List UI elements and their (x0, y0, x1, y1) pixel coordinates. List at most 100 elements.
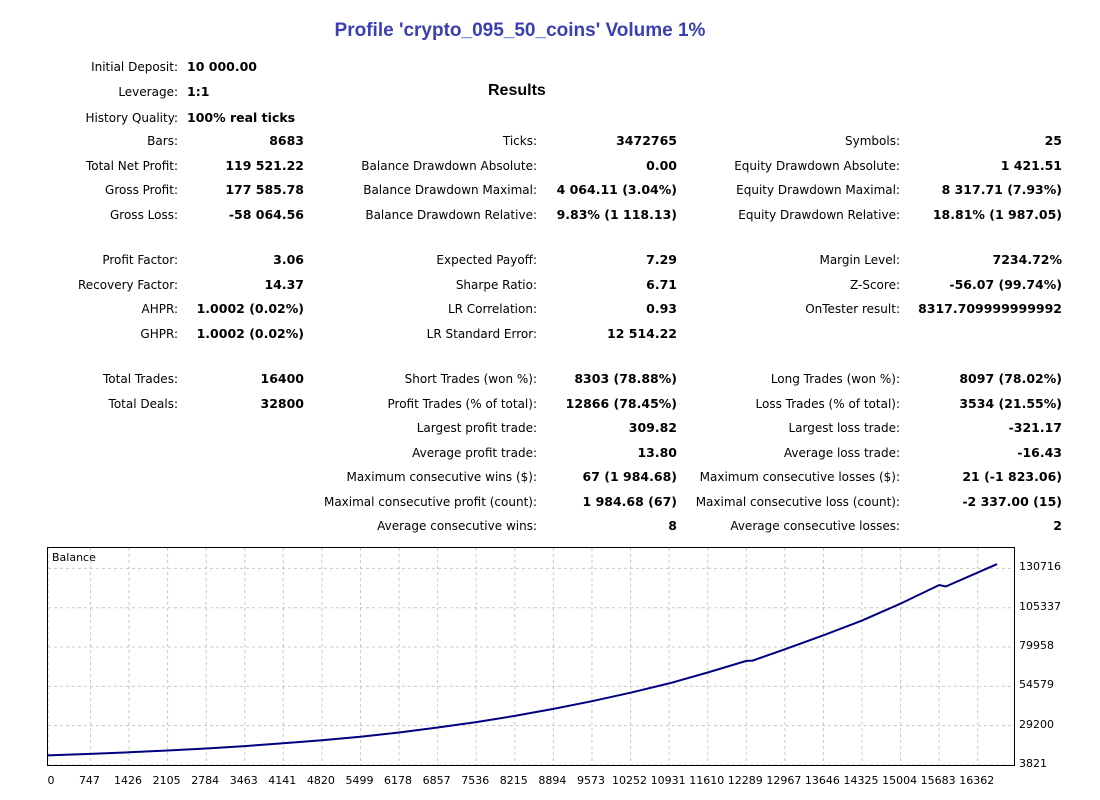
report-title: Profile 'crypto_095_50_coins' Volume 1% (334, 20, 706, 41)
col1-value: 119 521.22 (225, 158, 304, 173)
col1-label: AHPR: (141, 302, 178, 316)
col1-label: Recovery Factor: (77, 278, 178, 292)
col3-value: -16.43 (1017, 445, 1062, 460)
results-heading: Results (488, 82, 546, 99)
x-tick-label: 10252 (612, 774, 648, 787)
header_rows-value: 10 000.00 (187, 59, 257, 74)
col2-label: LR Standard Error: (426, 327, 537, 341)
col2-label: Balance Drawdown Relative: (365, 208, 537, 222)
col1-value: 3.06 (273, 252, 304, 267)
x-tick-label: 12967 (766, 774, 802, 787)
col2-label: Short Trades (won %): (404, 372, 537, 386)
col3-value: -321.17 (1008, 420, 1062, 435)
y-tick-label: 29200 (1019, 717, 1054, 731)
x-tick-label: 14325 (843, 774, 879, 787)
y-tick-label: 130716 (1019, 560, 1061, 574)
col3-label: Loss Trades (% of total): (755, 397, 901, 411)
col1-label: Gross Loss: (110, 208, 178, 222)
col3-label: Long Trades (won %): (770, 372, 900, 386)
col3-label: Equity Drawdown Relative: (738, 208, 900, 222)
x-tick-label: 3463 (229, 774, 258, 787)
col1-value: 16400 (260, 371, 305, 386)
col3-label: Equity Drawdown Absolute: (734, 159, 900, 173)
col2-value: 309.82 (628, 420, 677, 435)
y-tick-label: 105337 (1019, 599, 1061, 613)
col3-value: 2 (1053, 518, 1062, 533)
col1-label: Total Trades: (103, 372, 178, 386)
col2-value: 13.80 (637, 445, 677, 460)
col2-value: 67 (1 984.68) (582, 469, 677, 484)
header_rows-label: History Quality: (85, 111, 178, 125)
col2-value: 6.71 (646, 277, 677, 292)
col3-value: 7234.72% (992, 252, 1062, 267)
col3-label: Margin Level: (819, 253, 900, 267)
col1-label: Profit Factor: (102, 253, 178, 267)
col2-label: Balance Drawdown Absolute: (361, 159, 537, 173)
x-tick-label: 8215 (499, 774, 528, 787)
col2-value: 8 (668, 518, 677, 533)
col2-label: Largest profit trade: (416, 421, 537, 435)
col1-label: GHPR: (140, 327, 178, 341)
col2-label: Maximal consecutive profit (count): (323, 495, 537, 509)
x-tick-label: 4141 (268, 774, 297, 787)
header_rows-value: 100% real ticks (187, 110, 296, 125)
x-tick-label: 12289 (727, 774, 763, 787)
col2-value: 4 064.11 (3.04%) (556, 182, 677, 197)
x-tick-label: 15004 (882, 774, 918, 787)
x-tick-label: 2784 (191, 774, 220, 787)
col3-value: 21 (-1 823.06) (962, 469, 1062, 484)
col2-label: LR Correlation: (447, 302, 537, 316)
chart-title: Balance (52, 551, 96, 564)
col1-value: 1.0002 (0.02%) (196, 326, 304, 341)
col2-value: 1 984.68 (67) (582, 494, 677, 509)
col2-value: 3472765 (616, 133, 677, 148)
x-tick-label: 6857 (422, 774, 451, 787)
col1-label: Total Net Profit: (85, 159, 178, 173)
col3-label: Maximal consecutive loss (count): (695, 495, 900, 509)
col3-value: 8097 (78.02%) (959, 371, 1062, 386)
col1-value: 14.37 (264, 277, 304, 292)
col2-label: Expected Payoff: (436, 253, 537, 267)
x-tick-label: 13646 (804, 774, 840, 787)
col1-label: Gross Profit: (105, 183, 178, 197)
x-tick-label: 1426 (114, 774, 143, 787)
col2-value: 0.93 (646, 301, 677, 316)
col3-value: 8 317.71 (7.93%) (941, 182, 1062, 197)
col2-label: Profit Trades (% of total): (387, 397, 537, 411)
col3-value: -2 337.00 (15) (962, 494, 1062, 509)
col2-label: Balance Drawdown Maximal: (363, 183, 537, 197)
col3-value: -56.07 (99.74%) (949, 277, 1062, 292)
col2-label: Sharpe Ratio: (455, 278, 537, 292)
col2-label: Average consecutive wins: (377, 519, 537, 533)
y-tick-label: 3821 (1019, 757, 1047, 770)
col3-value: 8317.709999999992 (918, 301, 1062, 316)
x-tick-label: 9573 (576, 774, 605, 787)
col3-label: Maximum consecutive losses ($): (699, 470, 900, 484)
x-tick-label: 10931 (650, 774, 686, 787)
col1-value: 32800 (260, 396, 305, 411)
col3-value: 1 421.51 (1000, 158, 1062, 173)
col1-label: Total Deals: (108, 397, 178, 411)
col1-value: 1.0002 (0.02%) (196, 301, 304, 316)
col3-label: Z-Score: (850, 278, 900, 292)
col2-value: 0.00 (646, 158, 677, 173)
x-tick-label: 16362 (959, 774, 995, 787)
x-tick-label: 11610 (689, 774, 725, 787)
col1-value: 177 585.78 (225, 182, 304, 197)
header_rows-value: 1:1 (187, 84, 210, 99)
col3-value: 18.81% (1 987.05) (932, 207, 1062, 222)
col3-value: 25 (1044, 133, 1062, 148)
x-tick-label: 15683 (920, 774, 956, 787)
x-tick-label: 0 (47, 774, 55, 787)
y-tick-label: 54579 (1019, 678, 1054, 692)
header_rows-label: Initial Deposit: (91, 60, 178, 74)
x-tick-label: 747 (78, 774, 100, 787)
col3-label: OnTester result: (805, 302, 900, 316)
balance-chart: Balance (47, 547, 1015, 766)
col2-label: Average profit trade: (412, 446, 537, 460)
col2-value: 8303 (78.88%) (574, 371, 677, 386)
col3-label: Average loss trade: (783, 446, 900, 460)
col3-label: Equity Drawdown Maximal: (736, 183, 900, 197)
col3-label: Symbols: (845, 134, 900, 148)
col1-value: 8683 (269, 133, 304, 148)
